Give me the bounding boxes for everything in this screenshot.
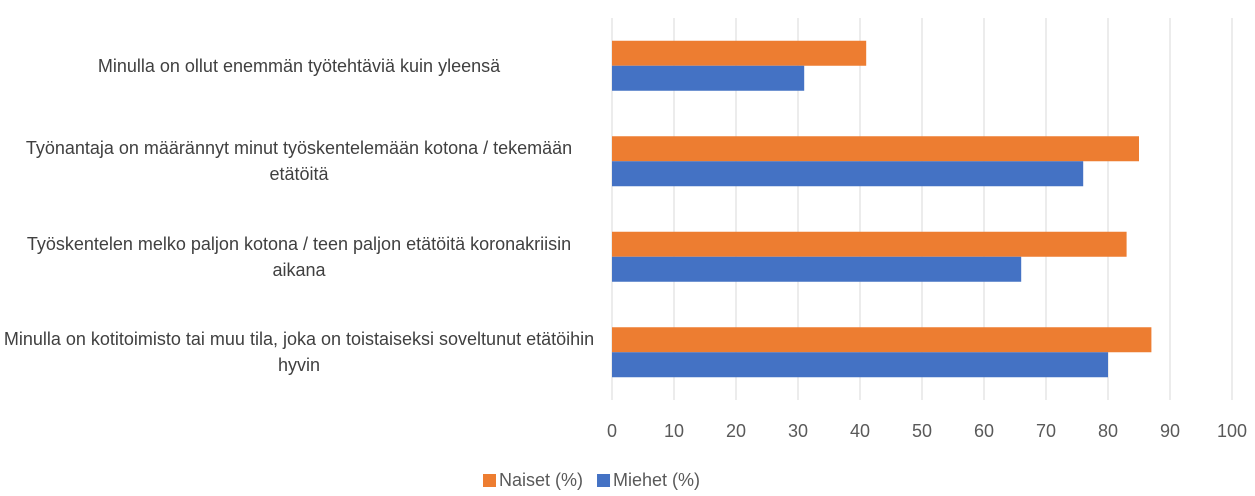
category-label: Minulla on ollut enemmän työtehtäviä kui… xyxy=(97,55,501,76)
bar xyxy=(612,136,1139,162)
bar xyxy=(612,327,1152,353)
x-tick-label: 0 xyxy=(607,421,617,441)
legend-swatch xyxy=(597,474,611,487)
x-tick-label: 60 xyxy=(974,421,994,441)
x-tick-label: 20 xyxy=(726,421,746,441)
x-tick-label: 10 xyxy=(664,421,684,441)
legend-label: Naiset (%) xyxy=(499,470,583,490)
x-tick-label: 70 xyxy=(1036,421,1056,441)
x-tick-label: 50 xyxy=(912,421,932,441)
x-tick-label: 40 xyxy=(850,421,870,441)
bar xyxy=(612,65,805,91)
bar xyxy=(612,352,1108,378)
bar xyxy=(612,40,867,66)
category-label: Minulla on kotitoimisto tai muu tila, jo… xyxy=(3,329,595,376)
legend-label: Miehet (%) xyxy=(613,470,700,490)
legend-swatch xyxy=(483,474,496,487)
x-tick-label: 30 xyxy=(788,421,808,441)
category-label: Työskentelen melko paljon kotona / teen … xyxy=(26,233,572,280)
x-tick-label: 80 xyxy=(1098,421,1118,441)
category-label: Työnantaja on määrännyt minut työskentel… xyxy=(25,138,573,185)
bar xyxy=(612,161,1084,187)
bar xyxy=(612,231,1127,257)
x-tick-label: 90 xyxy=(1160,421,1180,441)
x-tick-label: 100 xyxy=(1217,421,1247,441)
bar xyxy=(612,256,1022,282)
